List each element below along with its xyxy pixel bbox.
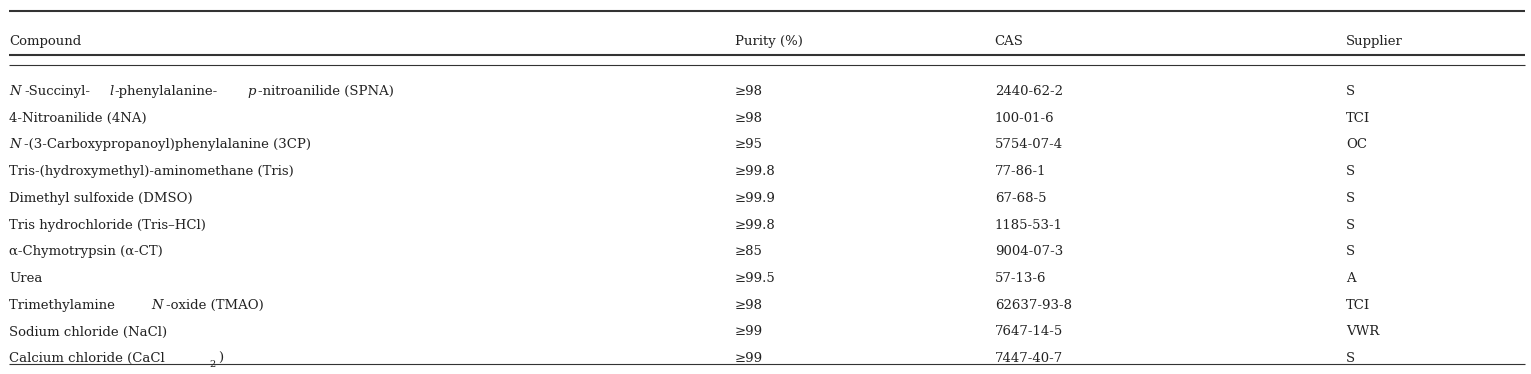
Text: -Succinyl-: -Succinyl- [24,85,90,98]
Text: l: l [109,85,113,98]
Text: ≥98: ≥98 [735,112,762,125]
Text: 9004-07-3: 9004-07-3 [995,245,1063,258]
Text: TCI: TCI [1346,112,1370,125]
Text: ≥99.9: ≥99.9 [735,192,776,205]
Text: TCI: TCI [1346,299,1370,312]
Text: 2440-62-2: 2440-62-2 [995,85,1063,98]
Text: -phenylalanine-: -phenylalanine- [115,85,217,98]
Text: Tris hydrochloride (Tris–HCl): Tris hydrochloride (Tris–HCl) [9,218,205,232]
Text: N: N [9,138,20,151]
Text: ≥95: ≥95 [735,138,762,151]
Text: 1185-53-1: 1185-53-1 [995,218,1063,232]
Text: ): ) [217,352,224,365]
Text: -(3-Carboxypropanoyl)phenylalanine (3CP): -(3-Carboxypropanoyl)phenylalanine (3CP) [24,138,311,151]
Text: S: S [1346,218,1355,232]
Text: 2: 2 [210,360,216,369]
Text: 5754-07-4: 5754-07-4 [995,138,1063,151]
Text: 57-13-6: 57-13-6 [995,272,1046,285]
Text: Calcium chloride (CaCl: Calcium chloride (CaCl [9,352,165,365]
Text: ≥98: ≥98 [735,299,762,312]
Text: S: S [1346,245,1355,258]
Text: ≥98: ≥98 [735,85,762,98]
Text: 62637-93-8: 62637-93-8 [995,299,1072,312]
Text: ≥99.8: ≥99.8 [735,165,776,178]
Text: ≥99: ≥99 [735,325,762,338]
Text: 67-68-5: 67-68-5 [995,192,1046,205]
Text: Sodium chloride (NaCl): Sodium chloride (NaCl) [9,325,167,338]
Text: Purity (%): Purity (%) [735,35,802,48]
Text: 7447-40-7: 7447-40-7 [995,352,1063,365]
Text: Tris-(hydroxymethyl)-aminomethane (Tris): Tris-(hydroxymethyl)-aminomethane (Tris) [9,165,294,178]
Text: 7647-14-5: 7647-14-5 [995,325,1063,338]
Text: ≥99.5: ≥99.5 [735,272,776,285]
Text: Urea: Urea [9,272,43,285]
Text: ≥85: ≥85 [735,245,762,258]
Text: 100-01-6: 100-01-6 [995,112,1055,125]
Text: ≥99: ≥99 [735,352,762,365]
Text: CAS: CAS [995,35,1024,48]
Text: Dimethyl sulfoxide (DMSO): Dimethyl sulfoxide (DMSO) [9,192,193,205]
Text: Supplier: Supplier [1346,35,1402,48]
Text: α-Chymotrypsin (α-CT): α-Chymotrypsin (α-CT) [9,245,162,258]
Text: 77-86-1: 77-86-1 [995,165,1046,178]
Text: -nitroanilide (SPNA): -nitroanilide (SPNA) [259,85,395,98]
Text: S: S [1346,165,1355,178]
Text: ≥99.8: ≥99.8 [735,218,776,232]
Text: VWR: VWR [1346,325,1379,338]
Text: Trimethylamine: Trimethylamine [9,299,119,312]
Text: S: S [1346,352,1355,365]
Text: p: p [248,85,256,98]
Text: S: S [1346,192,1355,205]
Text: 4-Nitroanilide (4NA): 4-Nitroanilide (4NA) [9,112,147,125]
Text: -oxide (TMAO): -oxide (TMAO) [165,299,263,312]
Text: S: S [1346,85,1355,98]
Text: Compound: Compound [9,35,81,48]
Text: A: A [1346,272,1356,285]
Text: N: N [9,85,20,98]
Text: N: N [152,299,162,312]
Text: OC: OC [1346,138,1367,151]
